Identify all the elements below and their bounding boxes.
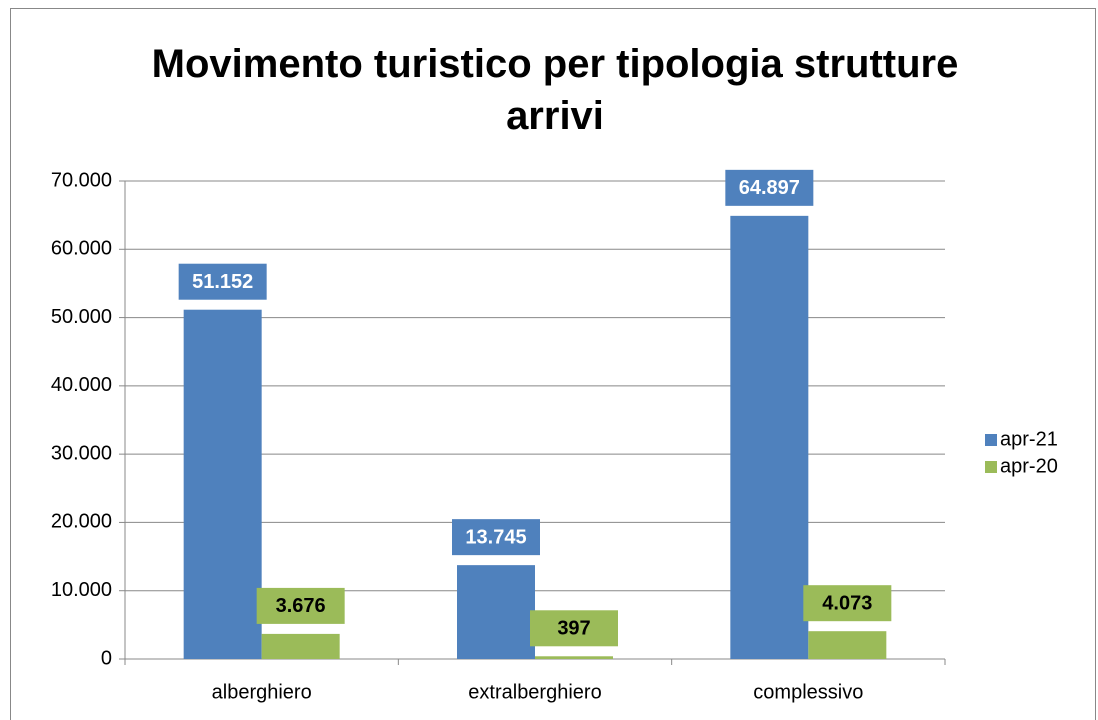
y-tick-label: 10.000 bbox=[51, 579, 112, 601]
legend-label: apr-21 bbox=[1000, 428, 1058, 450]
label-box bbox=[256, 587, 345, 624]
chart-title: Movimento turistico per tipologia strutt… bbox=[151, 42, 959, 138]
legend-label: apr-20 bbox=[1000, 455, 1058, 477]
data-label: 4.073 bbox=[822, 592, 872, 614]
bar bbox=[457, 565, 535, 659]
x-tick-label: alberghiero bbox=[212, 681, 312, 703]
chart-frame bbox=[10, 8, 1096, 720]
legend-swatch bbox=[985, 461, 997, 473]
data-label: 51.152 bbox=[192, 271, 253, 293]
bar bbox=[808, 631, 887, 659]
y-tick-label: 40.000 bbox=[51, 374, 112, 396]
label-box bbox=[803, 585, 892, 622]
y-tick-label: 0 bbox=[101, 647, 112, 669]
bar bbox=[183, 309, 262, 659]
bar bbox=[261, 633, 340, 659]
data-label: 13.745 bbox=[465, 526, 526, 548]
bar bbox=[730, 215, 809, 660]
bar bbox=[535, 656, 613, 659]
y-tick-label: 20.000 bbox=[51, 511, 112, 533]
y-tick-label: 70.000 bbox=[51, 169, 112, 191]
y-tick-label: 50.000 bbox=[51, 306, 112, 328]
label-box bbox=[725, 169, 814, 206]
label-box bbox=[178, 263, 267, 300]
label-box bbox=[530, 610, 618, 647]
x-tick-label: complessivo bbox=[753, 681, 863, 703]
data-label: 397 bbox=[557, 618, 590, 640]
x-tick-label: extralberghiero bbox=[468, 681, 601, 703]
y-tick-label: 60.000 bbox=[51, 238, 112, 260]
label-box bbox=[452, 519, 540, 556]
legend-swatch bbox=[985, 434, 997, 446]
y-tick-label: 30.000 bbox=[51, 442, 112, 464]
data-label: 64.897 bbox=[739, 177, 800, 199]
data-label: 3.676 bbox=[276, 595, 326, 617]
